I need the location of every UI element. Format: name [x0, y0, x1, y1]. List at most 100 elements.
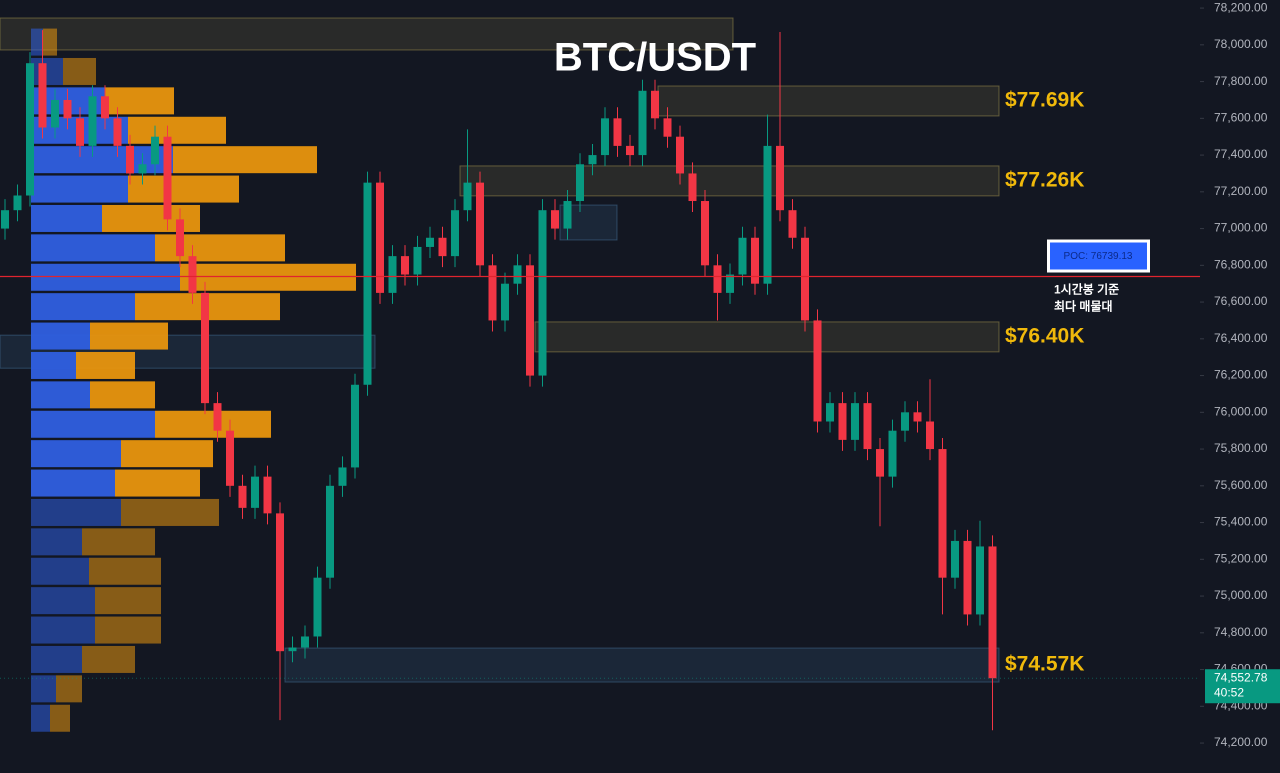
profile-buy — [31, 557, 89, 585]
candle-body — [138, 164, 147, 174]
profile-sell — [105, 87, 174, 115]
candle-body — [851, 403, 859, 440]
profile-buy — [31, 351, 76, 379]
candle-body — [26, 63, 34, 196]
profile-sell — [121, 440, 213, 468]
candle-body — [388, 256, 397, 293]
candle-body — [901, 412, 909, 431]
profile-sell — [95, 587, 161, 615]
candle-body — [438, 237, 447, 257]
y-tick-label: 76,200.00 — [1214, 368, 1268, 382]
candle-body — [863, 403, 872, 450]
profile-buy — [31, 263, 180, 291]
candle-body — [13, 195, 22, 211]
candle-body — [763, 145, 772, 284]
candle-body — [651, 90, 659, 119]
zone — [284, 647, 1000, 683]
candle-body — [213, 403, 222, 431]
candle-body — [638, 90, 647, 156]
candle-body — [313, 577, 322, 637]
profile-buy — [31, 381, 90, 409]
candle-body — [488, 265, 497, 321]
candle-body — [176, 219, 184, 257]
profile-sell — [95, 616, 161, 644]
y-tick-label: 75,400.00 — [1214, 515, 1268, 529]
candle-body — [101, 96, 109, 119]
zone — [534, 321, 1000, 353]
candle-body — [88, 96, 97, 146]
y-tick-label: 75,800.00 — [1214, 441, 1268, 455]
chart-title: BTC/USDT — [554, 36, 756, 80]
level-label: $77.69K — [1005, 89, 1084, 112]
y-tick-label: 75,600.00 — [1214, 478, 1268, 492]
level-label: $76.40K — [1005, 324, 1084, 347]
y-tick-label: 78,000.00 — [1214, 37, 1268, 51]
profile-sell — [128, 175, 239, 203]
y-tick-label: 77,200.00 — [1214, 184, 1268, 198]
profile-sell — [115, 469, 200, 497]
candle-body — [163, 136, 172, 220]
profile-buy — [31, 28, 43, 56]
y-tick-label: 75,200.00 — [1214, 551, 1268, 565]
candle-body — [938, 449, 947, 578]
candle-body — [751, 237, 759, 284]
profile-sell — [155, 234, 285, 262]
profile-buy — [31, 410, 155, 438]
candle-body — [226, 430, 234, 486]
candle-body — [726, 274, 734, 293]
candle-body — [76, 118, 84, 146]
candle-body — [526, 265, 534, 376]
candle-body — [113, 118, 122, 146]
profile-buy — [31, 587, 95, 615]
candle-body — [951, 540, 959, 578]
profile-buy — [31, 440, 121, 468]
candle-body — [426, 237, 434, 247]
profile-buy — [31, 616, 95, 644]
y-tick-label: 77,400.00 — [1214, 147, 1268, 161]
candle-body — [976, 546, 984, 615]
candle-body — [238, 485, 247, 508]
poc-label: POC: 76739.13 — [1064, 251, 1133, 262]
candle-body — [738, 237, 747, 275]
candle-body — [626, 145, 634, 156]
profile-buy — [31, 293, 135, 321]
candle-body — [838, 403, 847, 440]
candle-body — [663, 118, 672, 137]
candle-body — [1, 210, 9, 229]
level-label: $77.26K — [1005, 168, 1084, 191]
y-tick-label: 78,200.00 — [1214, 0, 1268, 14]
candle-body — [63, 99, 72, 119]
last-price-badge — [1205, 669, 1280, 704]
profile-buy — [31, 645, 82, 673]
candle-body — [126, 145, 134, 174]
candle-body — [351, 384, 359, 468]
profile-buy — [31, 175, 128, 203]
profile-sell — [90, 381, 155, 409]
y-tick-label: 77,800.00 — [1214, 74, 1268, 88]
note-text: 1시간봉 기준 — [1054, 282, 1119, 297]
profile-sell — [63, 57, 96, 85]
level-label: $74.57K — [1005, 653, 1084, 676]
profile-buy — [31, 146, 173, 174]
y-tick-label: 76,400.00 — [1214, 331, 1268, 345]
profile-sell — [121, 498, 219, 526]
candle-body — [451, 210, 459, 257]
profile-sell — [82, 645, 135, 673]
y-tick-label: 77,000.00 — [1214, 221, 1268, 235]
candle-body — [963, 540, 972, 615]
candle-body — [188, 256, 197, 293]
candle-body — [376, 182, 384, 293]
profile-sell — [128, 116, 226, 144]
candle-body — [251, 476, 259, 508]
candle-body — [813, 320, 822, 422]
candle-body — [201, 292, 209, 404]
y-tick-label: 77,600.00 — [1214, 111, 1268, 125]
zone — [459, 165, 1000, 197]
profile-sell — [50, 704, 70, 732]
poc-box-inner — [1050, 242, 1147, 270]
profile-sell — [76, 351, 135, 379]
profile-buy — [31, 234, 155, 262]
candle-body — [301, 636, 309, 648]
candle-body — [463, 182, 472, 211]
